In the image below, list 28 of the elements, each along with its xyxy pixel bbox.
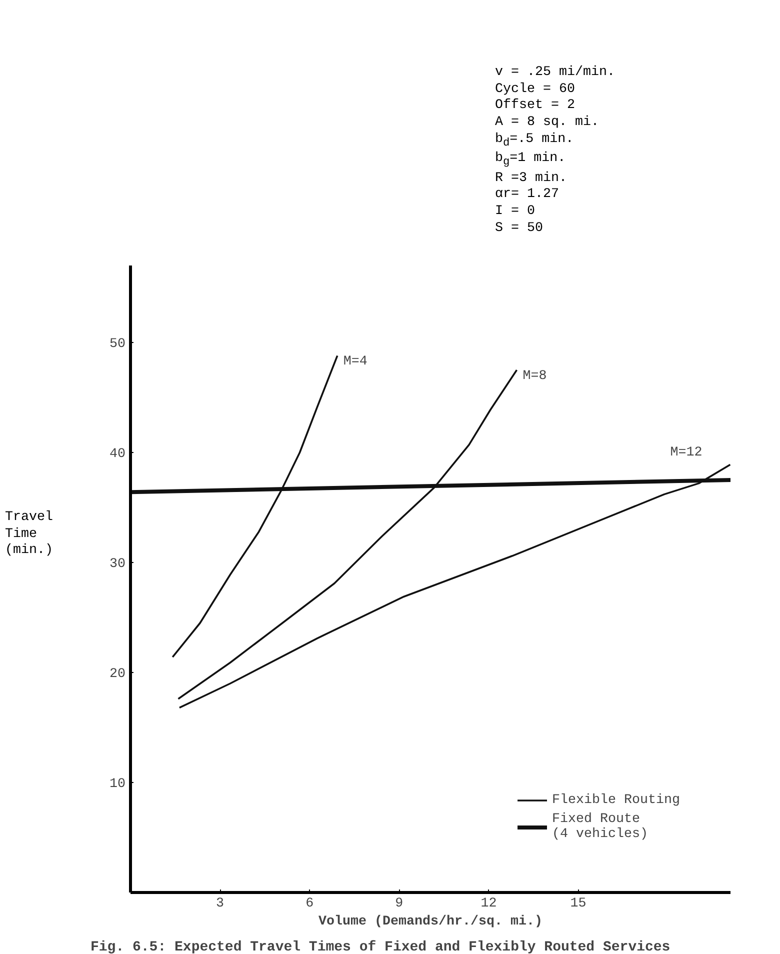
text: R =3 min.	[495, 170, 567, 186]
annotation: M=12	[670, 446, 702, 461]
annotation: M=4	[343, 354, 368, 370]
y-tick-label: 50	[110, 337, 126, 352]
text: S = 50	[495, 220, 543, 236]
text: b$_{d}$=.5 min.	[495, 132, 574, 150]
y-tick-label: 30	[110, 557, 126, 572]
text: v = .25 mi/min.	[495, 65, 615, 80]
y-tick-label: 40	[110, 447, 126, 462]
text: b$_{g}$=1 min.	[495, 151, 566, 169]
legend-label: Flexible Routing	[552, 792, 680, 808]
x-tick-label: 6	[306, 896, 314, 912]
x-tick-label: 12	[480, 896, 497, 912]
x-tick-label: 15	[570, 896, 586, 912]
text: αr= 1.27	[495, 187, 559, 202]
y-tick-label: 20	[110, 667, 126, 682]
y-axis-title: Travel Time (min.)	[5, 510, 53, 560]
annotation: M=8	[522, 369, 547, 384]
x-axis-title: Volume (Demands/hr./sq. mi.)	[318, 914, 542, 930]
legend-label: Fixed Route (4 vehicles)	[552, 812, 648, 842]
text: Cycle = 60	[495, 82, 575, 97]
y-tick-label: 10	[110, 777, 126, 792]
text: A = 8 sq. mi.	[495, 114, 599, 130]
text: I = 0	[495, 204, 535, 219]
x-tick-label: 9	[395, 896, 404, 912]
x-tick-label: 3	[216, 896, 224, 912]
text: Offset = 2	[495, 98, 575, 114]
text: Fig. 6.5: Expected Travel Times of Fixed and Flexibly Routed Services	[90, 940, 670, 954]
